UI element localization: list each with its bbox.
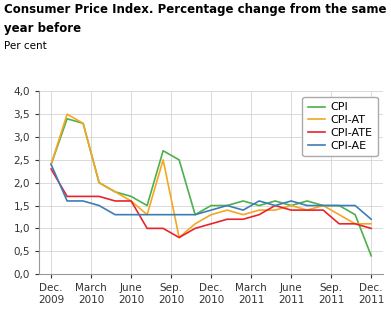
- CPI-AE: [161, 213, 165, 217]
- CPI-AE: [337, 204, 341, 208]
- CPI-AE: [257, 199, 262, 203]
- CPI-AT: [49, 163, 54, 166]
- CPI: [241, 199, 246, 203]
- CPI-AE: [225, 204, 230, 208]
- CPI-AT: [257, 208, 262, 212]
- CPI-ATE: [321, 208, 326, 212]
- CPI: [273, 199, 278, 203]
- CPI: [353, 213, 357, 217]
- CPI: [113, 190, 117, 194]
- CPI-ATE: [161, 226, 165, 230]
- CPI-AE: [369, 217, 373, 221]
- CPI-ATE: [65, 194, 70, 198]
- CPI-AE: [241, 208, 246, 212]
- CPI: [225, 204, 230, 208]
- CPI-ATE: [97, 194, 101, 198]
- CPI-ATE: [353, 222, 357, 226]
- CPI-ATE: [241, 217, 246, 221]
- CPI: [209, 204, 213, 208]
- CPI-AE: [97, 204, 101, 208]
- CPI-ATE: [289, 208, 294, 212]
- CPI-ATE: [193, 226, 197, 230]
- CPI-AE: [177, 213, 181, 217]
- CPI: [337, 204, 341, 208]
- CPI-AT: [369, 222, 373, 226]
- CPI-AE: [49, 163, 54, 166]
- CPI-AE: [273, 204, 278, 208]
- CPI-AT: [289, 204, 294, 208]
- CPI: [65, 117, 70, 121]
- CPI-AE: [113, 213, 117, 217]
- CPI-ATE: [145, 226, 149, 230]
- CPI-AE: [81, 199, 86, 203]
- CPI-AE: [305, 204, 310, 208]
- CPI: [177, 158, 181, 162]
- Line: CPI-AT: CPI-AT: [51, 114, 371, 238]
- CPI-ATE: [129, 199, 133, 203]
- Line: CPI: CPI: [51, 119, 371, 256]
- CPI-AE: [209, 208, 213, 212]
- Text: year before: year before: [4, 22, 81, 35]
- CPI-AT: [353, 222, 357, 226]
- CPI-AT: [225, 208, 230, 212]
- CPI-AE: [353, 204, 357, 208]
- CPI: [305, 199, 310, 203]
- CPI-AE: [321, 204, 326, 208]
- CPI: [321, 204, 326, 208]
- CPI: [161, 149, 165, 152]
- CPI: [81, 121, 86, 125]
- CPI-ATE: [273, 204, 278, 208]
- Text: Consumer Price Index. Percentage change from the same month one: Consumer Price Index. Percentage change …: [4, 3, 391, 16]
- CPI-ATE: [81, 194, 86, 198]
- CPI-ATE: [49, 167, 54, 171]
- CPI-ATE: [113, 199, 117, 203]
- CPI-AE: [65, 199, 70, 203]
- CPI-AT: [81, 121, 86, 125]
- CPI-AT: [209, 213, 213, 217]
- CPI-AE: [145, 213, 149, 217]
- CPI: [193, 213, 197, 217]
- CPI-AT: [97, 181, 101, 185]
- CPI-AT: [241, 213, 246, 217]
- CPI-AT: [129, 199, 133, 203]
- CPI: [97, 181, 101, 185]
- CPI-ATE: [177, 236, 181, 239]
- CPI-AT: [113, 190, 117, 194]
- CPI: [289, 204, 294, 208]
- CPI: [369, 254, 373, 258]
- CPI-AE: [129, 213, 133, 217]
- CPI-ATE: [305, 208, 310, 212]
- CPI-AT: [193, 222, 197, 226]
- CPI-ATE: [257, 213, 262, 217]
- CPI-ATE: [225, 217, 230, 221]
- CPI-AE: [193, 213, 197, 217]
- CPI-AT: [65, 112, 70, 116]
- CPI-AT: [273, 208, 278, 212]
- CPI-AT: [161, 158, 165, 162]
- CPI-AT: [145, 213, 149, 217]
- Line: CPI-ATE: CPI-ATE: [51, 169, 371, 238]
- CPI-AT: [321, 204, 326, 208]
- Legend: CPI, CPI-AT, CPI-ATE, CPI-AE: CPI, CPI-AT, CPI-ATE, CPI-AE: [302, 97, 378, 156]
- CPI-AT: [305, 208, 310, 212]
- CPI: [145, 204, 149, 208]
- Text: Per cent: Per cent: [4, 41, 47, 51]
- CPI-AT: [177, 236, 181, 239]
- CPI-AE: [289, 199, 294, 203]
- CPI-ATE: [337, 222, 341, 226]
- CPI-AT: [337, 213, 341, 217]
- Line: CPI-AE: CPI-AE: [51, 164, 371, 219]
- CPI-ATE: [209, 222, 213, 226]
- CPI: [49, 163, 54, 166]
- CPI: [257, 204, 262, 208]
- CPI-ATE: [369, 226, 373, 230]
- CPI: [129, 194, 133, 198]
